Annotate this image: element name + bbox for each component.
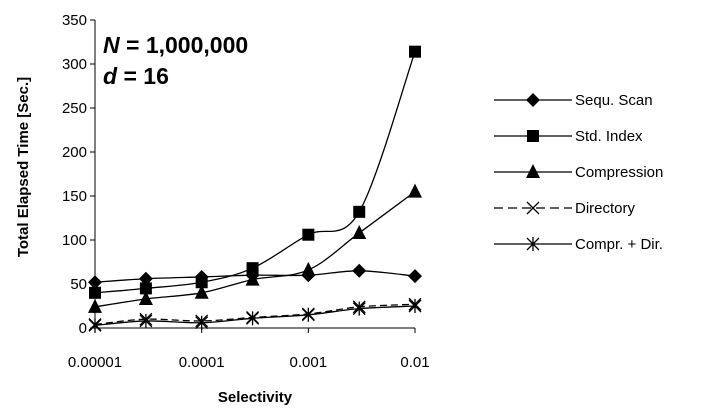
legend-item: Compression — [494, 164, 663, 181]
data-point — [353, 205, 366, 218]
data-point — [301, 261, 316, 276]
data-point — [139, 282, 152, 295]
annotation-d: d = 16 — [103, 63, 169, 89]
y-tick-label: 200 — [62, 144, 87, 161]
y-tick-label: 50 — [70, 276, 87, 293]
data-point — [88, 318, 102, 333]
legend-marker — [526, 237, 540, 251]
x-tick-label: 0.0001 — [179, 354, 225, 371]
y-tick-label: 350 — [62, 12, 87, 29]
series-std-index — [89, 45, 421, 299]
x-tick-label: 0.001 — [290, 354, 328, 371]
data-point — [89, 286, 101, 299]
legend-item: Std. Index — [494, 128, 643, 145]
y-tick-label: 250 — [62, 100, 87, 117]
legend-marker — [526, 93, 540, 107]
series-directory — [88, 297, 422, 331]
data-point — [301, 307, 315, 322]
data-point — [88, 275, 102, 290]
y-tick-label: 0 — [79, 320, 87, 337]
x-axis-title: Selectivity — [218, 389, 293, 406]
data-point — [352, 224, 367, 239]
legend-label: Compression — [575, 164, 663, 181]
legend-label: Std. Index — [575, 128, 643, 145]
data-point — [246, 311, 260, 326]
annotation-n: N = 1,000,000 — [103, 32, 248, 58]
legend-item: Compr. + Dir. — [494, 236, 663, 253]
legend-item: Directory — [494, 200, 636, 217]
y-tick-label: 150 — [62, 188, 87, 205]
data-point — [246, 262, 259, 275]
series-layer — [88, 45, 422, 333]
annotation-d-value: = 16 — [117, 63, 169, 89]
legend-label: Compr. + Dir. — [575, 236, 663, 253]
data-point — [302, 228, 315, 241]
annotation-n-value: = 1,000,000 — [120, 32, 249, 58]
y-axis-title: Total Elapsed Time [Sec.] — [15, 77, 32, 257]
data-point — [139, 313, 153, 328]
y-tick-label: 100 — [62, 232, 87, 249]
annotation-n-var: N — [103, 32, 120, 58]
data-point — [195, 276, 208, 289]
legend-marker — [526, 201, 540, 215]
legend: Sequ. Scan Std. Index Compression Directory… — [494, 92, 663, 253]
series-compr-dir — [88, 299, 422, 333]
legend-item: Sequ. Scan — [494, 92, 653, 109]
data-point — [408, 183, 422, 198]
legend-marker — [527, 130, 539, 142]
legend-label: Directory — [575, 200, 636, 217]
data-point — [408, 299, 422, 313]
legend-marker — [526, 164, 540, 178]
data-point — [195, 315, 209, 330]
x-tick-labels: 0.00001 0.0001 0.001 0.01 — [68, 354, 430, 371]
data-point — [352, 263, 367, 278]
data-point — [138, 271, 153, 286]
x-tick-label: 0.00001 — [68, 354, 122, 371]
data-point — [408, 269, 422, 284]
y-tick-labels: 0 50 100 150 200 250 300 350 — [62, 12, 87, 337]
series-compression — [88, 183, 422, 313]
data-point — [194, 284, 209, 299]
data-point — [352, 301, 366, 316]
y-tick-label: 300 — [62, 56, 87, 73]
annotation-d-var: d — [103, 63, 118, 89]
x-tick-label: 0.01 — [400, 354, 429, 371]
data-point — [409, 45, 421, 58]
legend-label: Sequ. Scan — [575, 92, 653, 109]
data-point — [245, 271, 260, 286]
data-point — [88, 298, 102, 313]
data-point — [138, 290, 153, 305]
